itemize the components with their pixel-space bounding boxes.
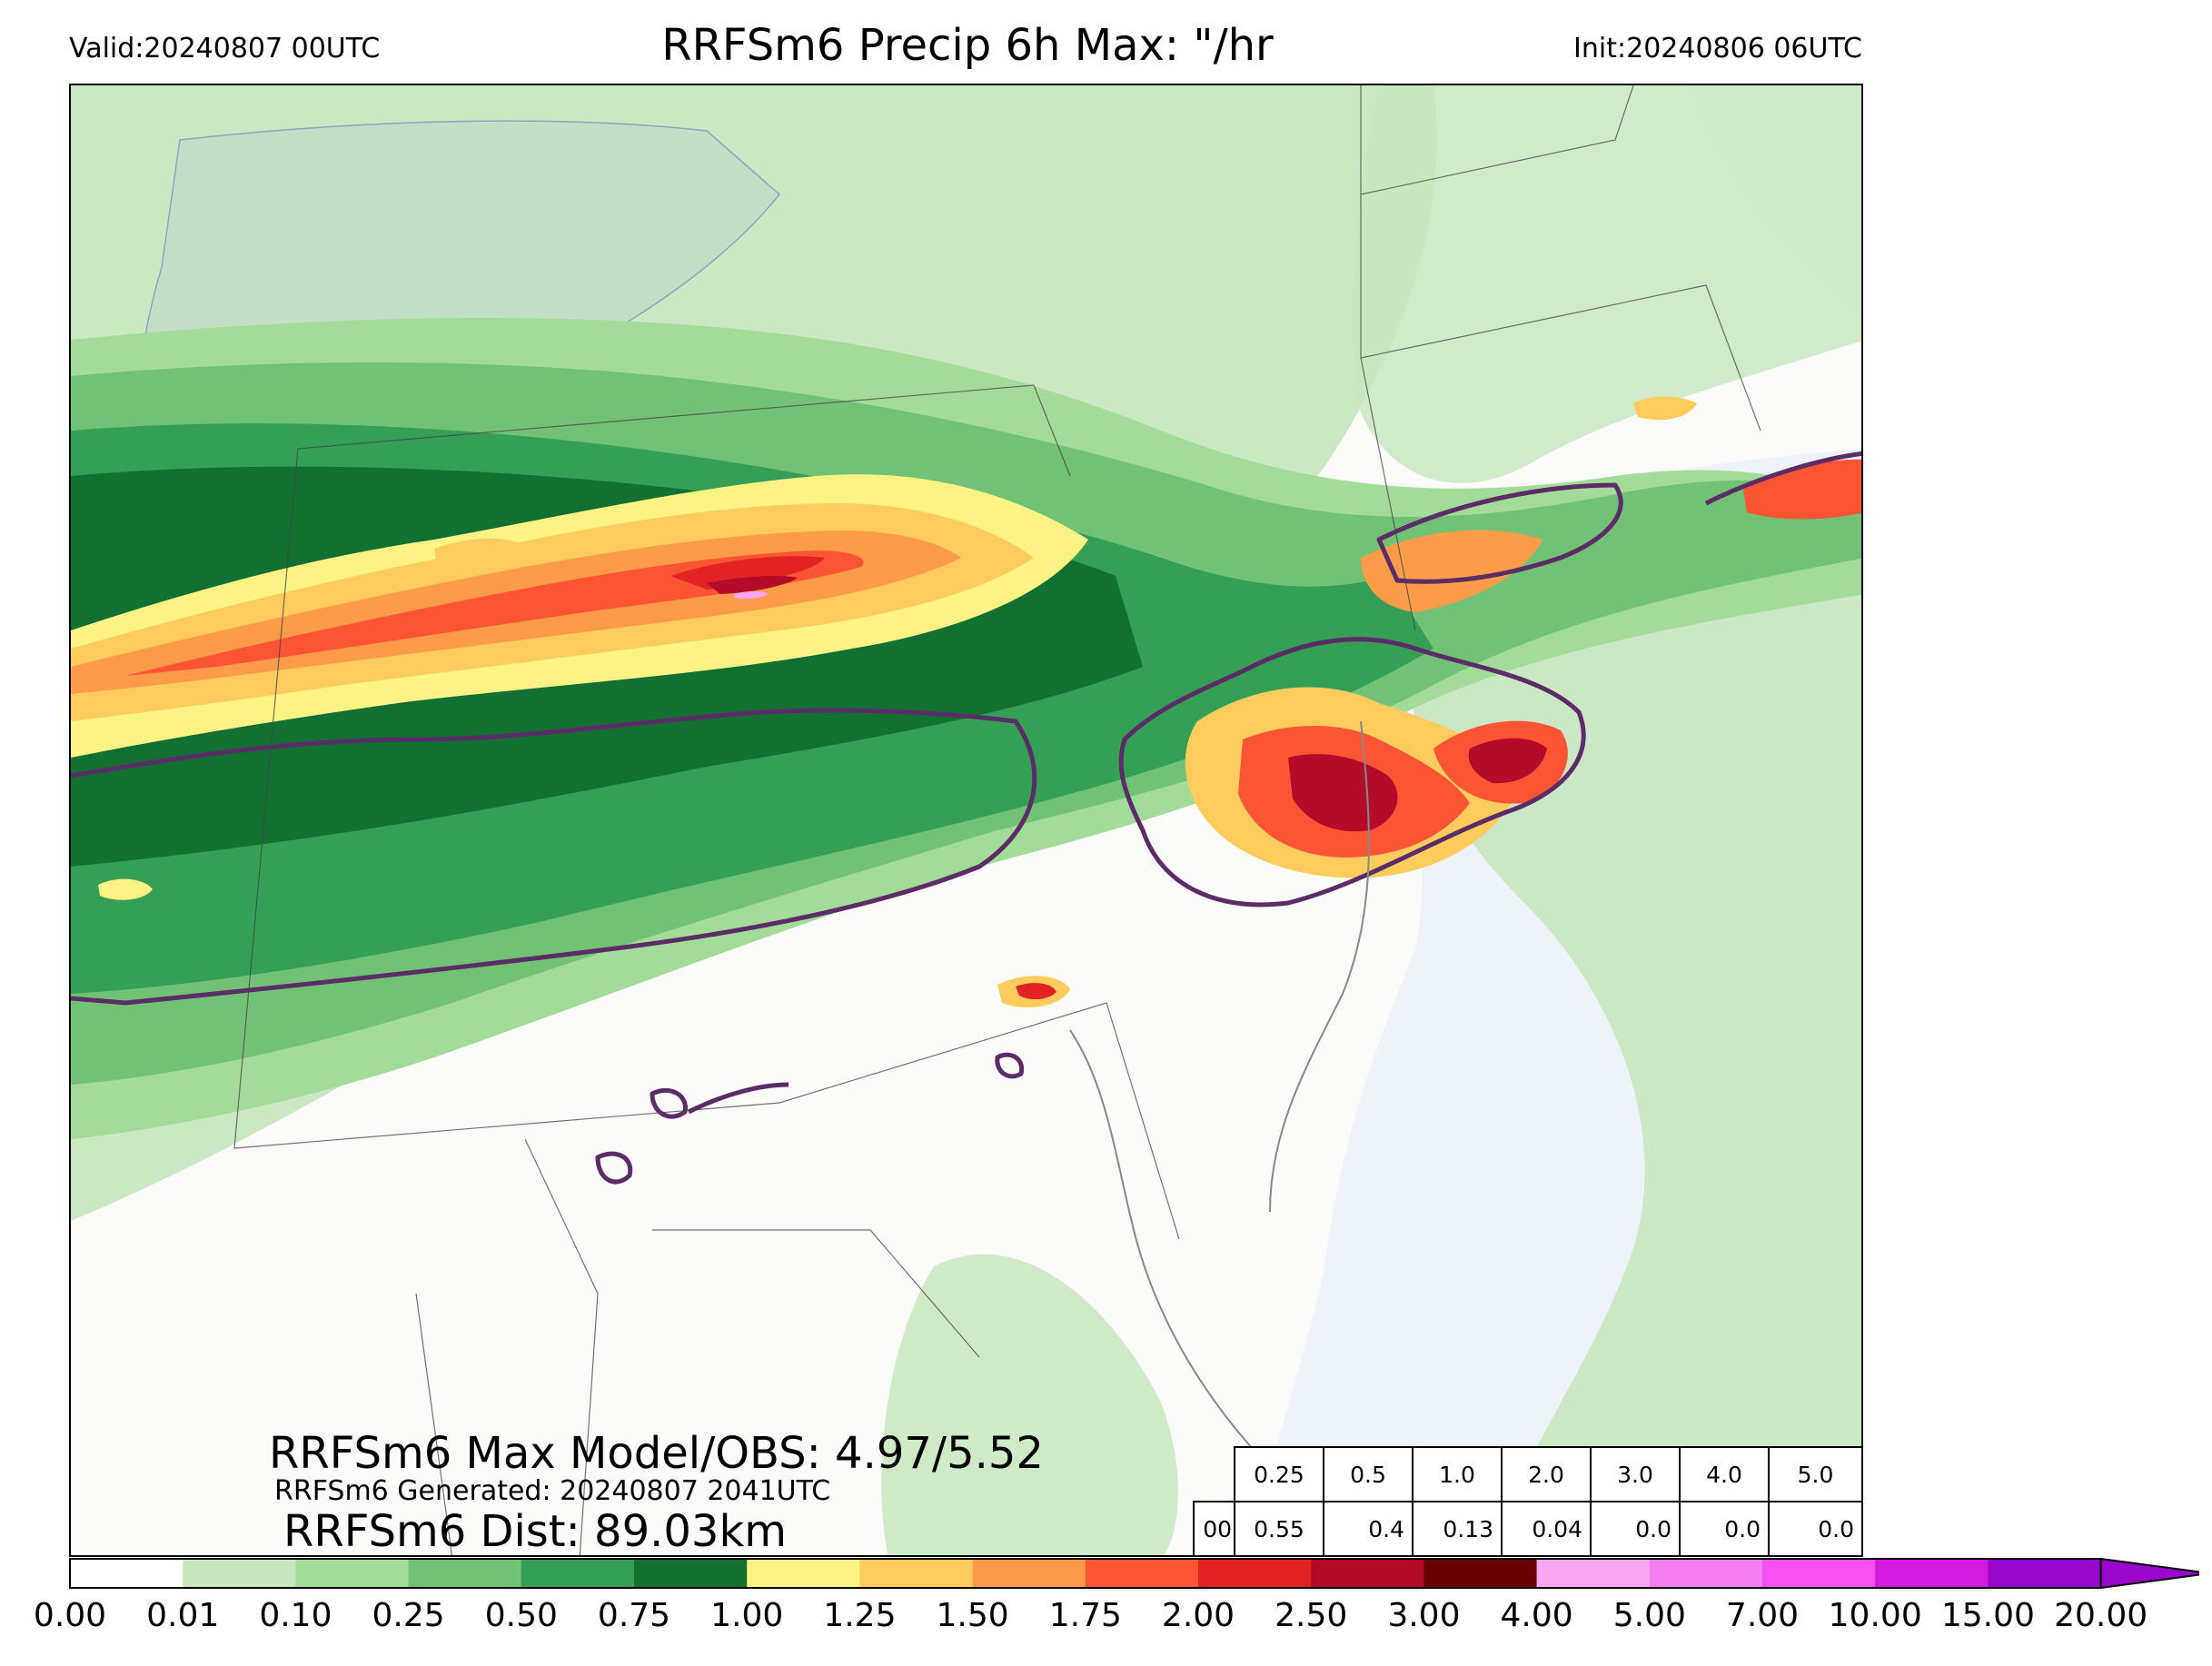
precip-core [1288, 754, 1398, 832]
threshold-value-cell: 0.55 [1234, 1501, 1324, 1557]
precip-core [670, 556, 825, 590]
colorbar-tick-label: 2.50 [1275, 1597, 1348, 1634]
threshold-header-cell: 2.0 [1501, 1446, 1592, 1502]
precip-core [707, 576, 798, 594]
threshold-value-cell: 0.0 [1768, 1501, 1863, 1557]
colorbar-tick-label: 4.00 [1500, 1597, 1573, 1634]
obs-contour [687, 1082, 789, 1115]
colorbar-tick-label: 0.01 [146, 1597, 220, 1634]
colorbar-segment [295, 1559, 410, 1588]
coastline [1269, 720, 1370, 1213]
colorbar-segment [747, 1559, 860, 1588]
colorbar-tick-label: 0.25 [372, 1597, 445, 1634]
colorbar-segment [1198, 1559, 1312, 1588]
precip-core [1633, 396, 1697, 421]
precip-core [98, 878, 153, 900]
colorbar-segment [634, 1559, 748, 1588]
threshold-value-cell: 0.0 [1679, 1501, 1770, 1557]
colorbar-segment [183, 1559, 296, 1588]
precip-light [881, 1254, 1178, 1555]
colorbar-tick-label: 5.00 [1612, 1597, 1686, 1634]
colorbar-outline [69, 1558, 2102, 1589]
state-border [233, 448, 299, 1149]
state-border [524, 1138, 599, 1555]
obs-contour [595, 1151, 633, 1185]
page-title: RRFSm6 Precip 6h Max: "/hr [661, 20, 1274, 71]
state-border [1360, 85, 1634, 195]
precip-core [1468, 738, 1547, 784]
state-border [652, 1229, 980, 1358]
colorbar-tick-label: 0.00 [33, 1597, 107, 1634]
colorbar-tick-label: 10.00 [1828, 1597, 1922, 1634]
threshold-table: 0.25 0.5 1.0 2.0 3.0 4.0 5.0 00 0.55 0.4… [1193, 1446, 1863, 1557]
threshold-value-cell: 0.0 [1590, 1501, 1681, 1557]
threshold-header-cell: 3.0 [1590, 1446, 1681, 1502]
colorbar-tick-label: 2.00 [1161, 1597, 1235, 1634]
threshold-header-cell: 1.0 [1412, 1446, 1503, 1502]
generated-label: RRFSm6 Generated: 20240807 2041UTC [274, 1475, 831, 1507]
colorbar-segment [1875, 1559, 1989, 1588]
state-border [415, 1293, 453, 1555]
distance-label: RRFSm6 Dist: 89.03km [283, 1506, 788, 1557]
colorbar-segment [859, 1559, 974, 1588]
state-border [1360, 284, 1761, 431]
obs-contour [995, 1052, 1025, 1079]
threshold-value-cell: 0.04 [1501, 1501, 1592, 1557]
state-border [233, 1002, 1180, 1240]
colorbar-segment [972, 1559, 1086, 1588]
colorbar-tick-label: 1.00 [710, 1597, 784, 1634]
colorbar-segment [1423, 1559, 1538, 1588]
precip-map [69, 84, 1863, 1557]
colorbar-segment [1649, 1559, 1763, 1588]
threshold-header-cell: 0.25 [1234, 1446, 1324, 1502]
colorbar-segment [1762, 1559, 1876, 1588]
colorbar-segment [1311, 1559, 1424, 1588]
colorbar-tick-label: 7.00 [1725, 1597, 1800, 1634]
colorbar-segment [1988, 1559, 2102, 1588]
colorbar-segment [70, 1559, 184, 1588]
colorbar-tick-label: 0.50 [484, 1597, 558, 1634]
colorbar-segment [1085, 1559, 1199, 1588]
colorbar-segment [408, 1559, 522, 1588]
colorbar-tick-label: 20.00 [2054, 1597, 2148, 1634]
obs-contour [1704, 451, 1861, 506]
valid-time-label: Valid:20240807 00UTC [69, 33, 381, 64]
obs-contour [1118, 637, 1586, 907]
colorbar-tick-label: 1.50 [936, 1597, 1009, 1634]
colorbar-tick-label: 0.10 [259, 1597, 332, 1634]
colorbar [69, 1558, 2199, 1589]
precip-core [734, 591, 769, 600]
colorbar-tick-label: 1.25 [823, 1597, 897, 1634]
threshold-header-cell: 4.0 [1679, 1446, 1770, 1502]
colorbar-tick-label: 0.75 [597, 1597, 671, 1634]
precip-core [1742, 459, 1861, 520]
colorbar-tick-label: 15.00 [1940, 1597, 2035, 1634]
obs-contour [650, 1087, 688, 1119]
state-border [297, 384, 1071, 477]
threshold-header-cell: 5.0 [1768, 1446, 1863, 1502]
precip-light [1353, 85, 1861, 483]
threshold-header-cell: 0.5 [1323, 1446, 1413, 1502]
row-label-cell: 00 [1193, 1501, 1235, 1557]
init-time-label: Init:20240806 06UTC [1573, 33, 1862, 64]
precip-core [434, 538, 525, 562]
colorbar-tick-label: 3.00 [1387, 1597, 1461, 1634]
colorbar-segment [1536, 1559, 1651, 1588]
colorbar-tick-label: 1.75 [1048, 1597, 1122, 1634]
precip-core [125, 550, 864, 676]
colorbar-extend-arrow [2099, 1558, 2199, 1589]
threshold-value-cell: 0.4 [1323, 1501, 1413, 1557]
max-model-obs-label: RRFSm6 Max Model/OBS: 4.97/5.52 [269, 1428, 1044, 1479]
obs-contour [1376, 482, 1623, 584]
obs-contour [71, 708, 1037, 1006]
threshold-value-cell: 0.13 [1412, 1501, 1503, 1557]
precip-core [1361, 530, 1542, 612]
colorbar-segment [521, 1559, 635, 1588]
precip-core [1016, 983, 1056, 1000]
